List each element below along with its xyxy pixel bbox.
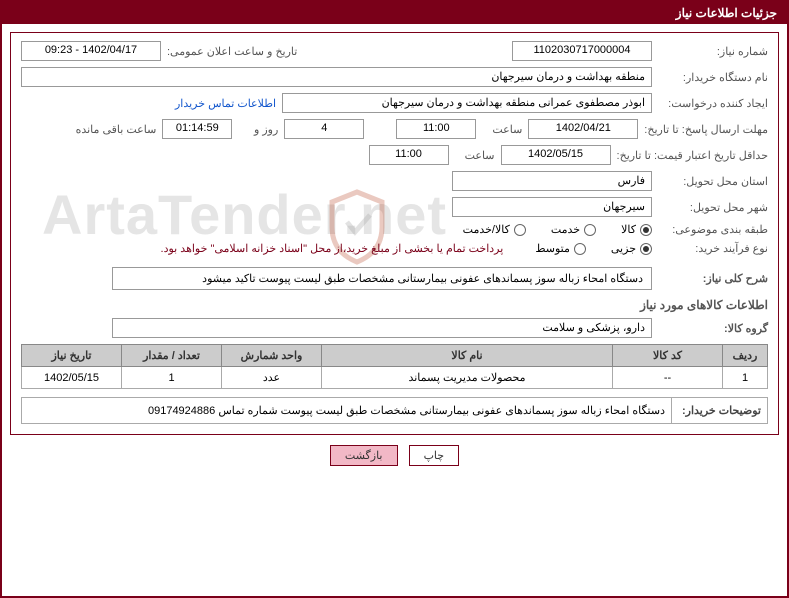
label-general-desc: شرح کلی نیاز: — [658, 272, 768, 285]
table-header-row: ردیف کد کالا نام کالا واحد شمارش تعداد /… — [22, 345, 768, 367]
contact-link[interactable]: اطلاعات تماس خریدار — [175, 97, 276, 110]
th-qty: تعداد / مقدار — [122, 345, 222, 367]
window-title: جزئیات اطلاعات نیاز — [676, 6, 777, 20]
field-province: فارس — [452, 171, 652, 191]
general-desc-box: دستگاه امحاء زباله سوز پسماندهای عفونی ب… — [112, 267, 652, 290]
label-need-no: شماره نیاز: — [658, 45, 768, 58]
field-response-time: 11:00 — [396, 119, 476, 139]
main-window: جزئیات اطلاعات نیاز ArtaTender.net شماره… — [0, 0, 789, 598]
radio-medium-label: متوسط — [535, 242, 570, 255]
radio-goods-service[interactable] — [514, 224, 526, 236]
field-validity-date: 1402/05/15 — [501, 145, 611, 165]
goods-table: ردیف کد کالا نام کالا واحد شمارش تعداد /… — [21, 344, 768, 389]
label-province: استان محل تحویل: — [658, 175, 768, 188]
th-name: نام کالا — [322, 345, 613, 367]
label-buyer-org: نام دستگاه خریدار: — [658, 71, 768, 84]
label-buyer-notes: توضیحات خریدار: — [672, 398, 767, 423]
radio-goods-service-label: کالا/خدمت — [463, 223, 510, 236]
payment-note: پرداخت تمام یا بخشی از مبلغ خرید،از محل … — [161, 242, 504, 255]
radio-goods-label: کالا — [621, 223, 636, 236]
cell-code: -- — [613, 367, 723, 389]
label-category: طبقه بندی موضوعی: — [658, 223, 768, 236]
field-requester: ابوذر مصطفوی عمرانی منطقه بهداشت و درمان… — [282, 93, 652, 113]
label-days-and: روز و — [238, 123, 278, 136]
label-hour-1: ساعت — [482, 123, 522, 136]
radio-goods[interactable] — [640, 224, 652, 236]
field-countdown: 01:14:59 — [162, 119, 232, 139]
table-row: 1 -- محصولات مدیریت پسماند عدد 1 1402/05… — [22, 367, 768, 389]
cell-name: محصولات مدیریت پسماند — [322, 367, 613, 389]
label-requester: ایجاد کننده درخواست: — [658, 97, 768, 110]
th-code: کد کالا — [613, 345, 723, 367]
content-area: شماره نیاز: 1102030717000004 تاریخ و ساع… — [2, 24, 787, 474]
radio-partial-label: جزیی — [611, 242, 636, 255]
buyer-notes-row: توضیحات خریدار: دستگاه امحاء زباله سوز پ… — [21, 397, 768, 424]
cell-unit: عدد — [222, 367, 322, 389]
form-panel: شماره نیاز: 1102030717000004 تاریخ و ساع… — [10, 32, 779, 435]
field-buyer-org: منطقه بهداشت و درمان سیرجهان — [21, 67, 652, 87]
back-button[interactable]: بازگشت — [330, 445, 398, 466]
label-remaining: ساعت باقی مانده — [76, 123, 157, 136]
purchase-type-group: جزیی متوسط — [535, 242, 652, 255]
buyer-notes-box: دستگاه امحاء زباله سوز پسماندهای عفونی ب… — [22, 398, 672, 423]
field-days-left: 4 — [284, 119, 364, 139]
button-row: چاپ بازگشت — [10, 445, 779, 466]
label-city: شهر محل تحویل: — [658, 201, 768, 214]
field-validity-time: 11:00 — [369, 145, 449, 165]
label-announce-dt: تاریخ و ساعت اعلان عمومی: — [167, 45, 297, 58]
title-bar: جزئیات اطلاعات نیاز — [2, 2, 787, 24]
label-purchase-type: نوع فرآیند خرید: — [658, 242, 768, 255]
field-city: سیرجهان — [452, 197, 652, 217]
category-radio-group: کالا خدمت کالا/خدمت — [463, 223, 652, 236]
field-goods-group: دارو، پزشکی و سلامت — [112, 318, 652, 338]
radio-partial[interactable] — [640, 243, 652, 255]
print-button[interactable]: چاپ — [409, 445, 460, 466]
cell-qty: 1 — [122, 367, 222, 389]
field-need-no: 1102030717000004 — [512, 41, 652, 61]
cell-date: 1402/05/15 — [22, 367, 122, 389]
radio-service-label: خدمت — [551, 223, 580, 236]
th-date: تاریخ نیاز — [22, 345, 122, 367]
label-validity: حداقل تاریخ اعتبار قیمت: تا تاریخ: — [617, 149, 768, 162]
radio-medium[interactable] — [574, 243, 586, 255]
section-goods-info: اطلاعات کالاهای مورد نیاز — [21, 298, 768, 312]
radio-service[interactable] — [584, 224, 596, 236]
label-deadline: مهلت ارسال پاسخ: تا تاریخ: — [644, 123, 768, 136]
field-response-date: 1402/04/21 — [528, 119, 638, 139]
label-hour-2: ساعت — [455, 149, 495, 162]
th-unit: واحد شمارش — [222, 345, 322, 367]
field-announce-dt: 1402/04/17 - 09:23 — [21, 41, 161, 61]
cell-idx: 1 — [723, 367, 768, 389]
label-goods-group: گروه کالا: — [658, 322, 768, 335]
th-row: ردیف — [723, 345, 768, 367]
